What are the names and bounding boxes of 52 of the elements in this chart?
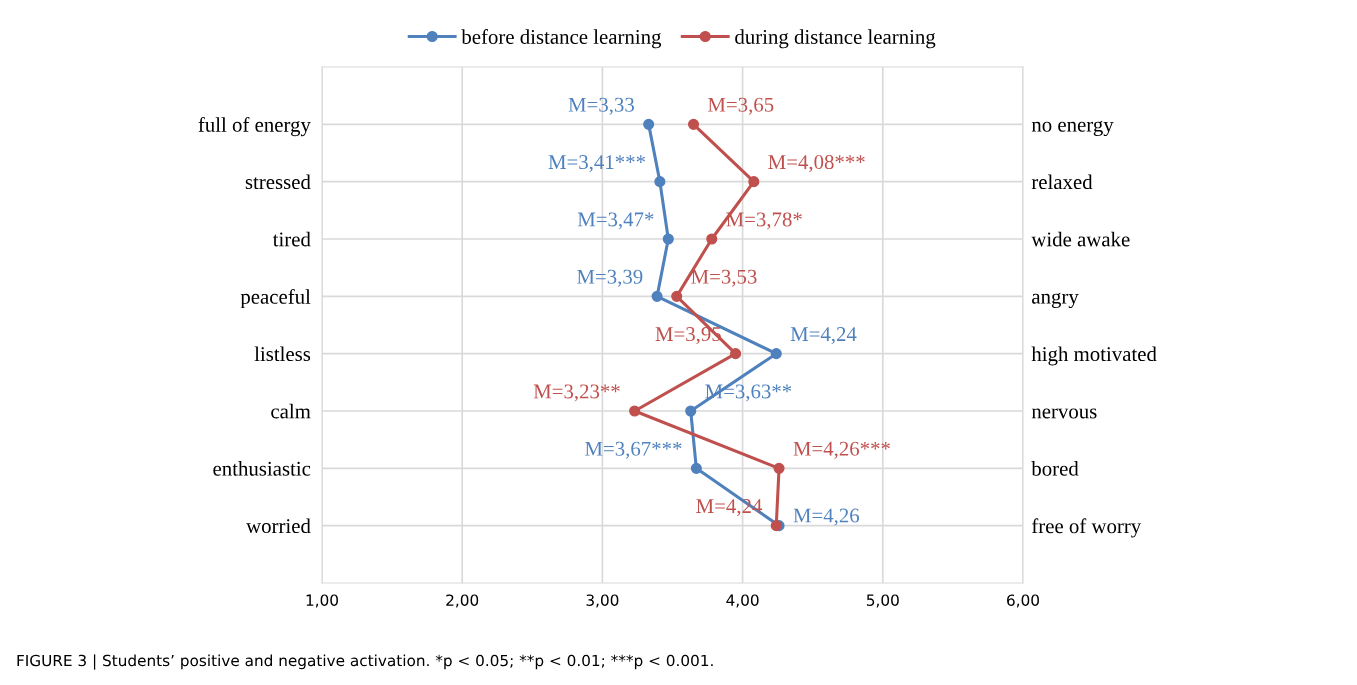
- x-tick-label: 1,00: [306, 594, 338, 608]
- point: [748, 176, 760, 188]
- y-tick-label: listless: [254, 346, 311, 362]
- point: [662, 233, 674, 245]
- y-tick-label: calm: [271, 403, 311, 419]
- data-label: M=3,33: [568, 97, 634, 115]
- point: [629, 405, 641, 417]
- y2-tick-label: wide awake: [1031, 231, 1130, 247]
- data-label: M=3,47*: [577, 212, 654, 230]
- data-label: M=3,23**: [533, 384, 620, 402]
- x-tick-label: 3,00: [586, 594, 619, 608]
- y-tick-label: full of energy: [198, 117, 311, 137]
- point: [773, 462, 785, 474]
- legend-label: during distance learning: [735, 29, 936, 49]
- data-label: M=3,41***: [548, 155, 645, 173]
- data-label: M=3,67***: [585, 441, 682, 459]
- y2-tick-label: angry: [1032, 292, 1079, 309]
- data-label: M=4,26: [793, 508, 860, 526]
- y-tick-label: worried: [246, 518, 311, 534]
- y2-tick-label: free of worry: [1031, 518, 1142, 538]
- y2-tick-label: nervous: [1031, 408, 1097, 419]
- point: [685, 405, 697, 417]
- point: [730, 348, 742, 360]
- y2-tick-label: relaxed: [1031, 174, 1093, 190]
- y-tick-label: enthusiastic: [213, 461, 311, 476]
- data-label: M=3,65: [708, 97, 774, 115]
- data-label: M=3,78*: [726, 212, 802, 230]
- point: [690, 462, 702, 474]
- x-tick-label: 2,00: [446, 594, 479, 608]
- y-tick-label: stressed: [245, 174, 311, 190]
- point: [643, 118, 655, 130]
- y2-tick-label: bored: [1031, 461, 1079, 476]
- data-label: M=4,26***: [793, 441, 890, 459]
- y-tick-label: tired: [272, 231, 311, 247]
- data-label: M=4,24: [790, 327, 857, 345]
- x-tick-label: 6,00: [1007, 594, 1039, 608]
- point: [654, 176, 666, 188]
- point: [651, 290, 663, 302]
- y2-tick-label: high motivated: [1031, 346, 1157, 366]
- data-label: M=4,08***: [768, 155, 865, 173]
- x-tick-label: 4,00: [726, 594, 759, 608]
- point: [671, 290, 683, 302]
- point: [706, 233, 718, 245]
- point: [770, 348, 782, 360]
- data-label: M=3,39: [577, 269, 643, 287]
- caption: FIGURE 3 | Students’ positive and negative activation. *p < 0.05; **p < 0.01; ***p < 0.001.: [17, 654, 713, 670]
- y2-tick-label: no energy: [1031, 120, 1114, 137]
- x-tick-label: 5,00: [866, 594, 899, 608]
- legend-label: before distance learning: [461, 29, 662, 49]
- y-tick-label: peaceful: [240, 289, 311, 309]
- point: [687, 118, 700, 130]
- data-label: M=3,53: [691, 269, 757, 287]
